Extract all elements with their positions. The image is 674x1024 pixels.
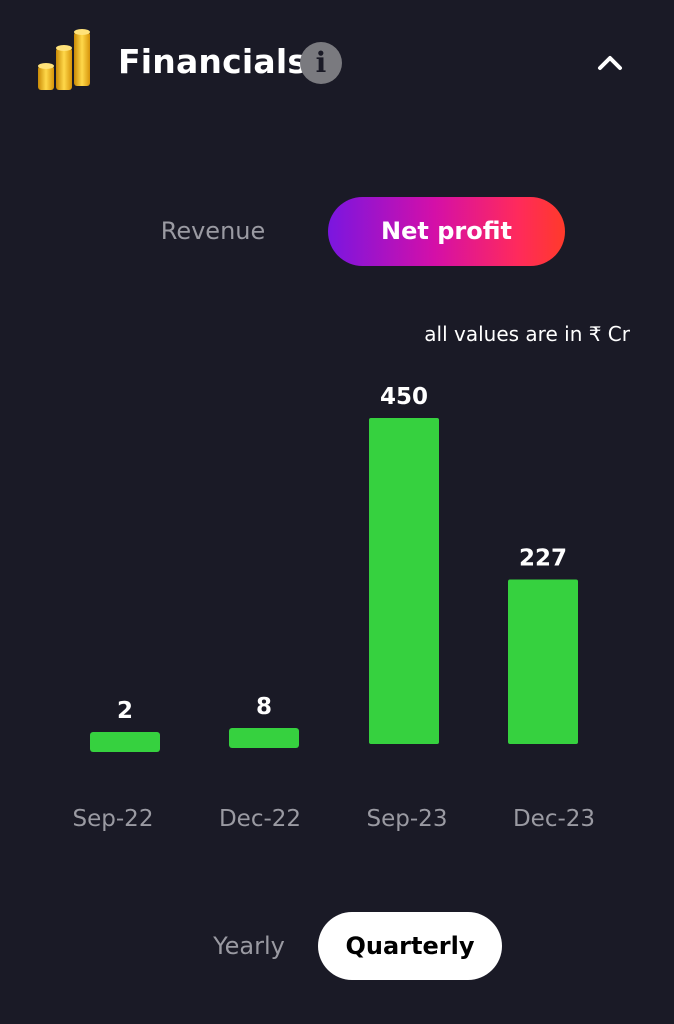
stacked-coins-icon (38, 29, 90, 90)
bar-dec-22[interactable] (229, 728, 299, 748)
category-label: Dec-23 (513, 806, 595, 832)
value-label: 227 (519, 546, 567, 572)
period-toggle: Yearly Quarterly (180, 912, 510, 980)
chevron-up-icon[interactable] (592, 46, 628, 78)
info-icon[interactable]: i (300, 42, 342, 84)
category-label: Sep-23 (367, 806, 448, 832)
value-label: 2 (117, 698, 133, 724)
yearly-tab[interactable]: Yearly (213, 932, 285, 960)
bar-sep-22[interactable] (90, 732, 160, 752)
bar-dec-23[interactable] (508, 579, 578, 744)
category-label: Sep-22 (73, 806, 154, 832)
net-profit-tab[interactable]: Net profit (328, 197, 565, 266)
value-label: 8 (256, 694, 272, 720)
net-profit-bar-chart: 2 Sep-22 8 Dec-22 450 Sep-23 227 Dec-23 (73, 384, 596, 832)
quarterly-tab[interactable]: Quarterly (318, 912, 502, 980)
metric-toggle: Revenue Net profit (100, 197, 570, 266)
bar-sep-23[interactable] (369, 418, 439, 744)
financials-header[interactable]: Financials i (0, 22, 674, 102)
units-note: all values are in ₹ Cr (424, 322, 630, 346)
revenue-tab[interactable]: Revenue (160, 217, 266, 245)
section-title: Financials (118, 42, 308, 81)
value-label: 450 (380, 384, 428, 410)
category-label: Dec-22 (219, 806, 301, 832)
